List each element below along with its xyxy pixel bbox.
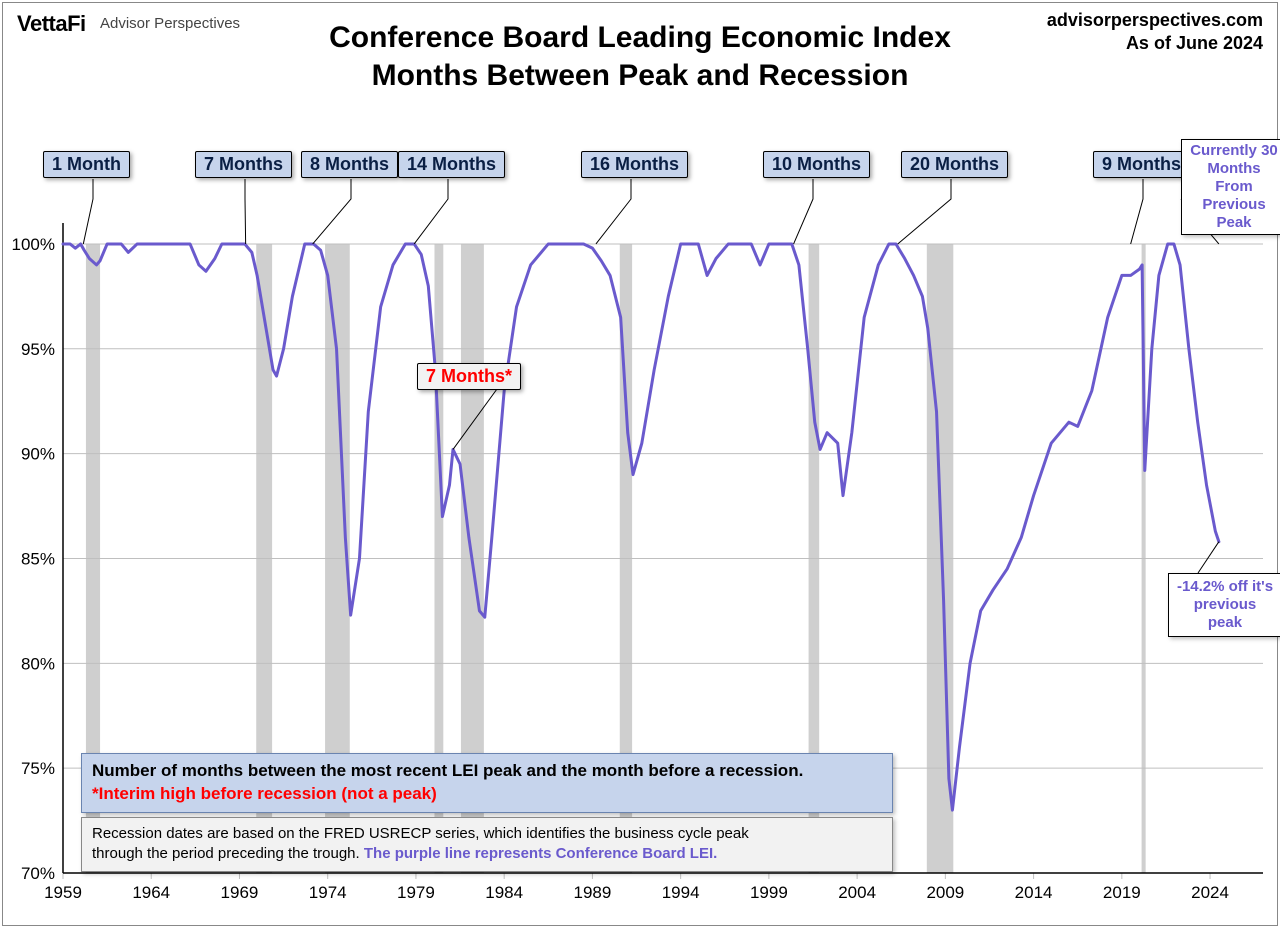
svg-text:1994: 1994 (662, 883, 700, 902)
svg-text:85%: 85% (21, 549, 55, 568)
svg-text:1974: 1974 (309, 883, 347, 902)
svg-text:100%: 100% (12, 235, 55, 254)
svg-text:2019: 2019 (1103, 883, 1141, 902)
svg-text:1979: 1979 (397, 883, 435, 902)
month-callout: 14 Months (398, 151, 505, 178)
month-callout: 7 Months (195, 151, 292, 178)
footnote-box: Recession dates are based on the FRED US… (81, 817, 893, 872)
month-callout: 10 Months (763, 151, 870, 178)
note1-line1: Number of months between the most recent… (92, 760, 882, 783)
off-peak-callout: -14.2% off it's previous peak (1168, 573, 1280, 637)
month-callout: 20 Months (901, 151, 1008, 178)
svg-text:1969: 1969 (221, 883, 259, 902)
note2-line2a: through the period preceding the trough. (92, 845, 364, 862)
note2-line1: Recession dates are based on the FRED US… (92, 825, 749, 842)
svg-text:2014: 2014 (1015, 883, 1053, 902)
svg-text:1989: 1989 (573, 883, 611, 902)
explanation-box: Number of months between the most recent… (81, 753, 893, 813)
interim-high-callout: 7 Months* (417, 363, 521, 390)
month-callout: 16 Months (581, 151, 688, 178)
note2-line2b: The purple line represents Conference Bo… (364, 845, 717, 862)
month-callout: 1 Month (43, 151, 130, 178)
svg-text:75%: 75% (21, 759, 55, 778)
svg-text:95%: 95% (21, 340, 55, 359)
svg-text:1999: 1999 (750, 883, 788, 902)
svg-text:2009: 2009 (926, 883, 964, 902)
svg-text:90%: 90% (21, 445, 55, 464)
svg-text:2024: 2024 (1191, 883, 1229, 902)
month-callout: 9 Months (1093, 151, 1190, 178)
month-callout: 8 Months (301, 151, 398, 178)
svg-text:1964: 1964 (132, 883, 170, 902)
svg-text:1984: 1984 (485, 883, 523, 902)
note1-line2: *Interim high before recession (not a pe… (92, 783, 882, 806)
svg-text:2004: 2004 (838, 883, 876, 902)
svg-text:1959: 1959 (44, 883, 82, 902)
current-months-callout: Currently 30 Months From Previous Peak (1181, 139, 1280, 235)
svg-text:80%: 80% (21, 654, 55, 673)
svg-text:70%: 70% (21, 864, 55, 883)
